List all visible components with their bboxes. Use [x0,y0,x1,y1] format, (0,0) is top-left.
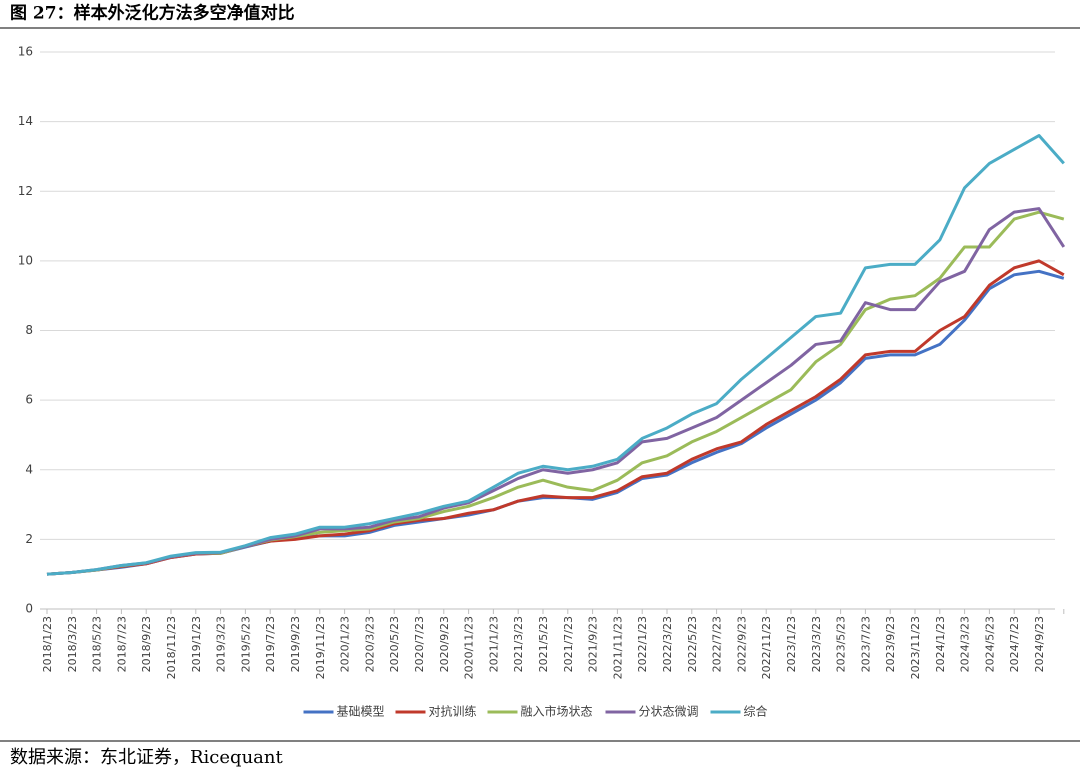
x-tick-label: 2024/5/23 [983,616,996,672]
x-tick-label: 2022/5/23 [686,616,699,672]
y-tick-label: 4 [25,462,33,476]
x-tick-label: 2023/3/23 [810,616,823,672]
x-tick-label: 2021/11/23 [611,616,624,679]
y-tick-label: 12 [18,184,33,198]
x-tick-label: 2020/3/23 [363,616,376,672]
x-tick-label: 2021/1/23 [487,616,500,672]
x-tick-label: 2022/3/23 [661,616,674,672]
x-tick-label: 2022/1/23 [636,616,649,672]
x-tick-label: 2024/1/23 [934,616,947,672]
x-tick-label: 2018/11/23 [165,616,178,679]
x-tick-label: 2023/9/23 [884,616,897,672]
x-tick-label: 2019/11/23 [314,616,327,679]
x-tick-label: 2023/5/23 [835,616,848,672]
x-tick-label: 2023/1/23 [785,616,798,672]
x-tick-label: 2021/7/23 [562,616,575,672]
x-tick-label: 2020/5/23 [388,616,401,672]
legend-label: 综合 [744,704,768,719]
x-tick-label: 2019/7/23 [264,616,277,672]
y-tick-label: 6 [25,393,33,407]
x-tick-label: 2022/9/23 [735,616,748,672]
x-tick-label: 2018/5/23 [91,616,104,672]
x-tick-label: 2019/5/23 [239,616,252,672]
x-tick-label: 2024/9/23 [1033,616,1046,672]
x-tick-label: 2020/7/23 [413,616,426,672]
x-tick-label: 2019/3/23 [215,616,228,672]
series-line [46,259,1065,576]
x-tick-label: 2022/11/23 [760,616,773,679]
x-tick-label: 2024/3/23 [959,616,972,672]
x-tick-label: 2021/3/23 [512,616,525,672]
chart-title: 图 27：样本外泛化方法多空净值对比 [10,3,295,24]
x-tick-label: 2021/9/23 [587,616,600,672]
legend-label: 分状态微调 [639,705,699,719]
x-tick-label: 2020/9/23 [438,616,451,672]
series-line [46,210,1065,576]
source: 数据来源：东北证券，Ricequant [10,747,283,768]
x-tick-label: 2022/7/23 [711,616,724,672]
x-tick-label: 2024/7/23 [1008,616,1021,672]
legend-label: 基础模型 [337,705,385,719]
x-tick-label: 2020/1/23 [339,616,352,672]
x-tick-label: 2018/1/23 [41,616,54,672]
x-tick-label: 2023/7/23 [859,616,872,672]
series-line [46,269,1065,576]
series-line [46,134,1065,576]
x-tick-label: 2019/9/23 [289,616,302,672]
x-tick-label: 2018/7/23 [115,616,128,672]
y-tick-label: 16 [18,45,33,59]
x-tick-label: 2018/9/23 [140,616,153,672]
x-tick-label: 2019/1/23 [190,616,203,672]
x-tick-label: 2018/3/23 [66,616,79,672]
legend-label: 对抗训练 [429,704,477,719]
y-tick-label: 2 [25,532,33,546]
y-tick-label: 14 [18,114,33,128]
x-tick-label: 2023/11/23 [909,616,922,679]
y-tick-label: 10 [18,253,33,267]
legend-label: 融入市场状态 [521,704,593,719]
y-tick-label: 8 [25,323,33,337]
y-tick-label: 0 [25,602,33,616]
x-tick-label: 2020/11/23 [463,616,476,679]
x-tick-label: 2021/5/23 [537,616,550,672]
